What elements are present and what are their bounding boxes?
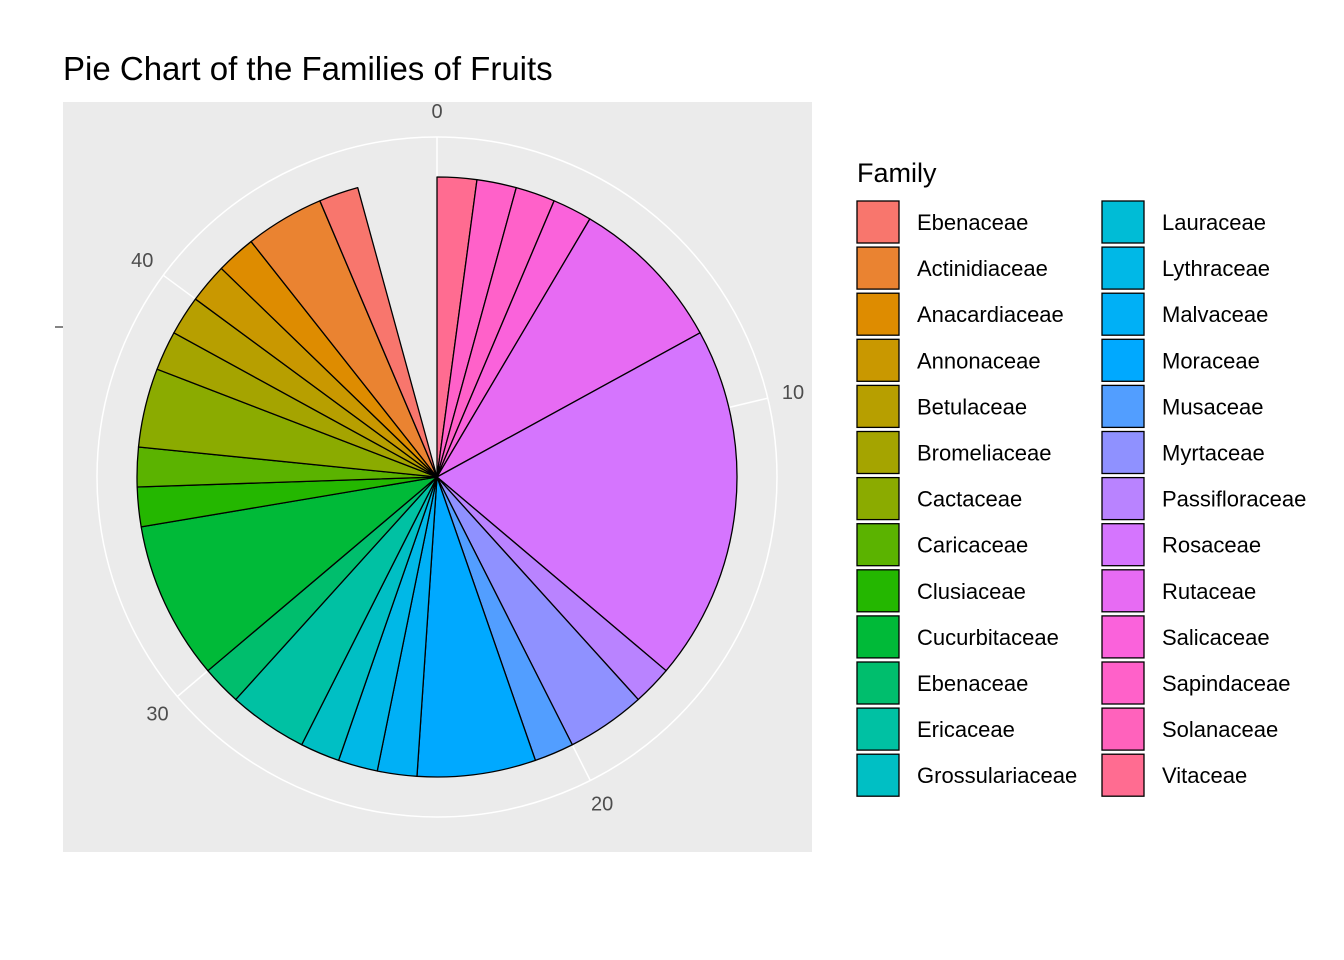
angle-tick-labels: 0 10 20 30 40 bbox=[131, 101, 804, 816]
legend-key bbox=[856, 523, 900, 567]
legend-label: Annonaceae bbox=[917, 348, 1041, 373]
legend-label: Bromeliaceae bbox=[917, 441, 1052, 466]
legend-key bbox=[856, 246, 900, 290]
pie-slices bbox=[136, 176, 738, 778]
legend-label: Betulaceae bbox=[917, 394, 1027, 419]
legend-key bbox=[1101, 615, 1145, 659]
legend-label: Caricaceae bbox=[917, 533, 1028, 558]
legend-label: Lauraceae bbox=[1162, 210, 1266, 235]
legend-key bbox=[1101, 707, 1145, 751]
slice-rutaceae bbox=[436, 218, 701, 478]
tick-label: 10 bbox=[782, 382, 804, 404]
legend-key bbox=[856, 753, 900, 797]
slice-moraceae bbox=[416, 476, 537, 778]
legend-key bbox=[1101, 661, 1145, 705]
legend-label: Actinidiaceae bbox=[917, 256, 1048, 281]
legend-key bbox=[856, 292, 900, 336]
legend-label: Grossulariaceae bbox=[917, 763, 1077, 788]
legend-key bbox=[1101, 523, 1145, 567]
slice-cucurbitaceae bbox=[140, 476, 438, 672]
legend-label: Myrtaceae bbox=[1162, 441, 1265, 466]
legend-label: Rosaceae bbox=[1162, 533, 1261, 558]
legend-label: Salicaceae bbox=[1162, 625, 1270, 650]
tick-label: 0 bbox=[431, 101, 442, 123]
legend-label: Malvaceae bbox=[1162, 302, 1268, 327]
legend-key bbox=[1101, 246, 1145, 290]
legend-label: Clusiaceae bbox=[917, 579, 1026, 604]
legend-key bbox=[856, 661, 900, 705]
legend-label: Passifloraceae bbox=[1162, 487, 1306, 512]
legend-key bbox=[856, 569, 900, 613]
legend-label: Cucurbitaceae bbox=[917, 625, 1059, 650]
legend-key bbox=[856, 615, 900, 659]
tick-label: 40 bbox=[131, 250, 153, 272]
legend-key bbox=[856, 384, 900, 429]
legend-label: Moraceae bbox=[1162, 348, 1260, 373]
legend-title: Family bbox=[857, 158, 937, 188]
legend-key bbox=[1101, 200, 1145, 244]
legend-label: Rutaceae bbox=[1162, 579, 1256, 604]
tick-label: 30 bbox=[146, 703, 168, 725]
legend-label: Ericaceae bbox=[917, 717, 1015, 742]
legend-label: Ebenaceae bbox=[917, 210, 1028, 235]
legend-label: Solanaceae bbox=[1162, 717, 1278, 742]
slice-rosaceae bbox=[436, 332, 738, 672]
legend-key bbox=[1101, 476, 1145, 521]
legend-key bbox=[856, 430, 900, 475]
legend-key bbox=[1101, 338, 1145, 382]
legend-key bbox=[856, 200, 900, 244]
legend: Ebenaceae Actinidiaceae Anacardiaceae Annon… bbox=[856, 200, 1306, 797]
tick-label: 20 bbox=[591, 794, 613, 816]
legend-key bbox=[856, 338, 900, 382]
legend-key bbox=[1101, 569, 1145, 613]
chart-title: Pie Chart of the Families of Fruits bbox=[63, 50, 553, 87]
legend-key bbox=[1101, 753, 1145, 797]
legend-key bbox=[856, 476, 900, 521]
legend-label: Ebenaceae bbox=[917, 671, 1028, 696]
legend-label: Musaceae bbox=[1162, 394, 1264, 419]
legend-label: Sapindaceae bbox=[1162, 671, 1290, 696]
slice-ebenaceae bbox=[319, 187, 438, 478]
legend-label: Lythraceae bbox=[1162, 256, 1270, 281]
legend-key bbox=[1101, 430, 1145, 475]
legend-label: Cactaceae bbox=[917, 487, 1022, 512]
legend-key bbox=[856, 707, 900, 751]
legend-label: Anacardiaceae bbox=[917, 302, 1064, 327]
legend-label: Vitaceae bbox=[1162, 763, 1247, 788]
legend-key bbox=[1101, 384, 1145, 429]
legend-key bbox=[1101, 292, 1145, 336]
